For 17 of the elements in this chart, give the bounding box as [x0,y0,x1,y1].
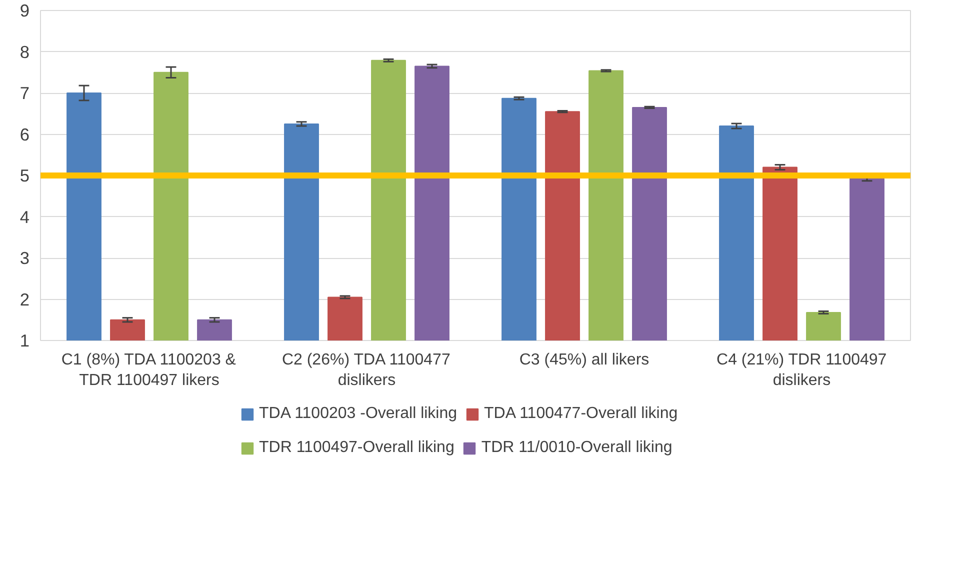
x-tick-label: C3 (45%) all likers [519,352,650,368]
legend-label: TDR 11/0010-Overall liking [481,439,672,457]
y-tick-label: 1 [20,330,30,350]
y-tick-label: 8 [20,42,30,62]
y-tick-label: 9 [20,0,30,20]
y-tick-label: 2 [20,289,30,310]
y-tick-label: 5 [20,166,30,186]
y-tick-label: 4 [20,206,30,227]
legend-label: TDA 1100203 -Overall liking [259,405,458,423]
x-tick-label: C4 (21%) TDR 1100497 dislikers [716,352,887,389]
x-tick-label: C2 (26%) TDA 1100477 dislikers [282,352,450,389]
y-tick-label: 7 [20,83,30,103]
x-tick-label: C1 (8%) TDA 1100203 & TDR 1100497 likers [61,352,236,389]
legend-label: TDR 1100497-Overall liking [259,439,454,457]
y-tick-label: 3 [20,248,30,268]
legend-label: TDA 1100477-Overall liking [484,405,678,423]
y-tick-label: 6 [20,124,30,144]
